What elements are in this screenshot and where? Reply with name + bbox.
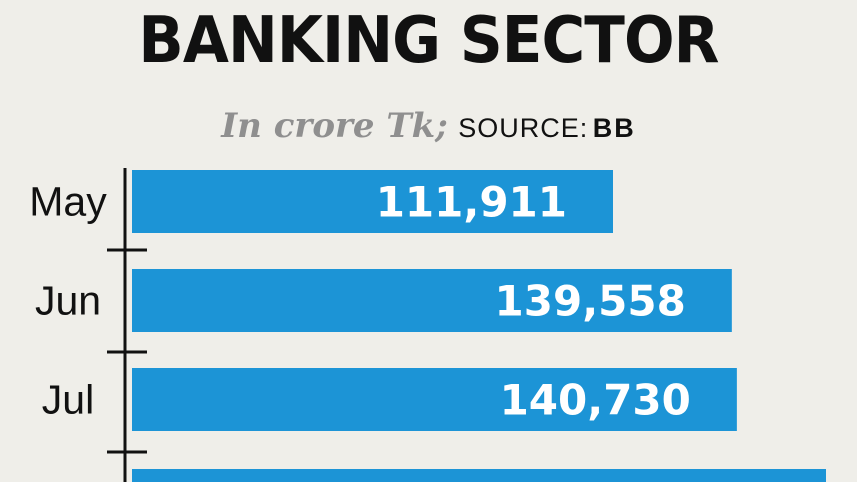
category-label-jul: Jul [42, 377, 94, 423]
bar-may [132, 170, 613, 233]
unit-label: In crore Tk; [221, 106, 448, 146]
bar-jul [132, 368, 737, 431]
source-value: BB [592, 113, 636, 143]
value-label-jun: 139,558 [495, 277, 686, 326]
category-label-may: May [29, 179, 107, 225]
value-label-may: 111,911 [376, 178, 567, 227]
value-label-jul: 140,730 [500, 376, 691, 425]
axis-ticks [107, 248, 147, 454]
bar-jun [132, 269, 732, 332]
partial-bar [132, 469, 826, 482]
category-label-jun: Jun [35, 278, 101, 324]
bars-group: May 111,911 Jun 139,558 Jul 140,730 [29, 170, 737, 431]
chart-subtitle: In crore Tk; SOURCE: BB [0, 104, 857, 155]
chart-title: BANKING SECTOR [138, 4, 719, 78]
source-label: SOURCE: [458, 113, 589, 143]
